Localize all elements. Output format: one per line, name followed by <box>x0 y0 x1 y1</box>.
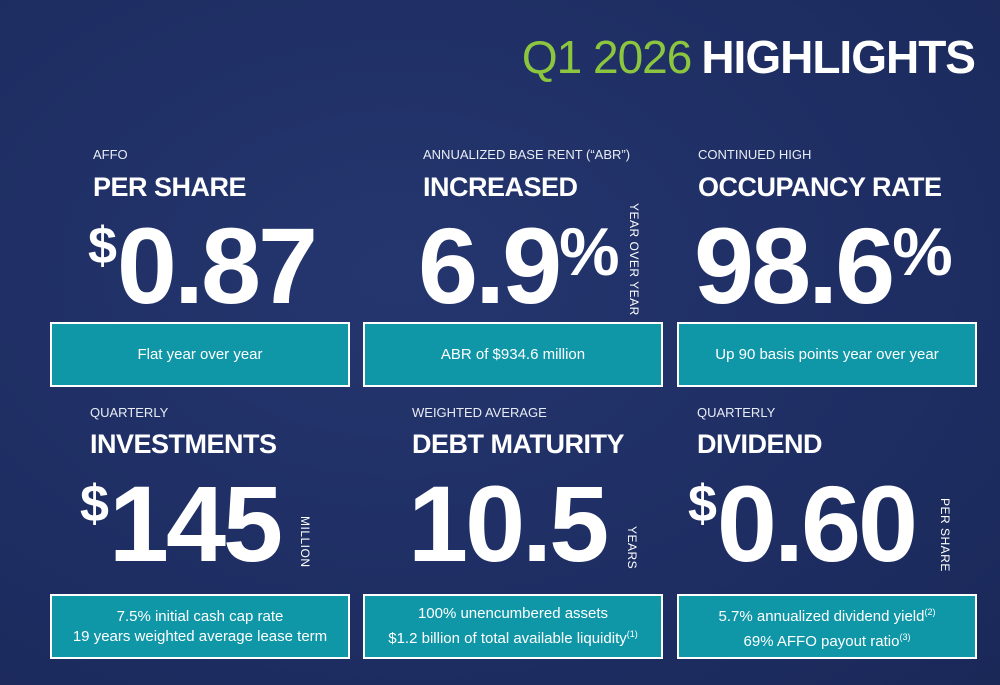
card-heading: DIVIDEND <box>697 429 823 459</box>
info-box: Flat year over year <box>50 322 350 387</box>
title: Q1 2026 HIGHLIGHTS <box>521 30 976 84</box>
card-heading: PER SHARE <box>93 172 247 202</box>
box-line: Up 90 basis points year over year <box>715 345 938 365</box>
box-text: 100% unencumbered assets <box>417 605 609 622</box>
card-label: QUARTERLY <box>697 405 776 420</box>
side-note: YEARS <box>625 526 639 570</box>
box-line: 5.7% annualized dividend yield(2) <box>719 602 936 627</box>
number-value: 98.6 <box>694 205 895 326</box>
card-label: AFFO <box>93 147 128 162</box>
box-line: 69% AFFO payout ratio(3) <box>744 627 911 652</box>
box-text: 7.5% initial cash cap rate <box>116 607 284 625</box>
footnote-ref: (1) <box>626 629 638 639</box>
side-note: PER SHARE <box>938 498 952 572</box>
box-text: 5.7% annualized dividend yield <box>718 607 925 625</box>
card-label: QUARTERLY <box>90 405 169 420</box>
number-value: 6.9 <box>418 205 562 326</box>
card-label: CONTINUED HIGH <box>698 147 812 162</box>
number-value: 0.60 <box>716 463 918 584</box>
box-line: ABR of $934.6 million <box>441 345 585 365</box>
box-line: 19 years weighted average lease term <box>73 627 327 647</box>
number-prefix: $ <box>80 475 109 533</box>
big-number: 10.5 <box>408 470 609 578</box>
box-line: 7.5% initial cash cap rate <box>117 607 284 627</box>
number-value: 145 <box>108 463 283 584</box>
box-text: Up 90 basis points year over year <box>715 345 939 363</box>
box-line: Flat year over year <box>137 345 262 365</box>
info-box: 5.7% annualized dividend yield(2) 69% AFF… <box>677 594 977 659</box>
box-line: $1.2 billion of total available liquidit… <box>388 624 637 649</box>
info-box: Up 90 basis points year over year <box>677 322 977 387</box>
card-heading: OCCUPANCY RATE <box>698 172 942 202</box>
card-heading: INVESTMENTS <box>90 429 277 459</box>
big-number: 6.9% <box>418 212 620 320</box>
number-suffix: % <box>892 214 953 290</box>
big-number: 98.6% <box>694 212 953 320</box>
number-suffix: % <box>559 214 620 290</box>
box-line: 100% unencumbered assets <box>418 604 608 624</box>
number-value: 10.5 <box>408 463 609 584</box>
side-note: MILLION <box>298 516 312 568</box>
box-text: ABR of $934.6 million <box>440 345 586 363</box>
card-label: WEIGHTED AVERAGE <box>412 405 547 420</box>
box-text: 69% AFFO payout ratio <box>743 632 900 650</box>
info-box: 100% unencumbered assets $1.2 billion of … <box>363 594 663 659</box>
box-text: $1.2 billion of total available liquidit… <box>388 630 627 647</box>
big-number: $0.87 <box>88 212 318 320</box>
info-box: 7.5% initial cash cap rate 19 years weigh… <box>50 594 350 659</box>
card-heading: DEBT MATURITY <box>412 429 624 459</box>
card-label: ANNUALIZED BASE RENT (“ABR”) <box>423 147 631 162</box>
footnote-ref: (2) <box>924 606 936 617</box>
card-heading: INCREASED <box>423 172 578 202</box>
title-accent: Q1 2026 <box>521 31 692 83</box>
side-note: YEAR OVER YEAR <box>627 203 641 316</box>
number-prefix: $ <box>88 217 117 275</box>
number-prefix: $ <box>688 475 717 533</box>
info-box: ABR of $934.6 million <box>363 322 663 387</box>
number-value: 0.87 <box>116 205 318 326</box>
title-main: HIGHLIGHTS <box>701 31 976 83</box>
big-number: $145 <box>80 470 283 578</box>
footnote-ref: (3) <box>899 631 911 642</box>
big-number: $0.60 <box>688 470 918 578</box>
box-text: Flat year over year <box>137 345 263 363</box>
box-text: 19 years weighted average lease term <box>72 627 328 645</box>
